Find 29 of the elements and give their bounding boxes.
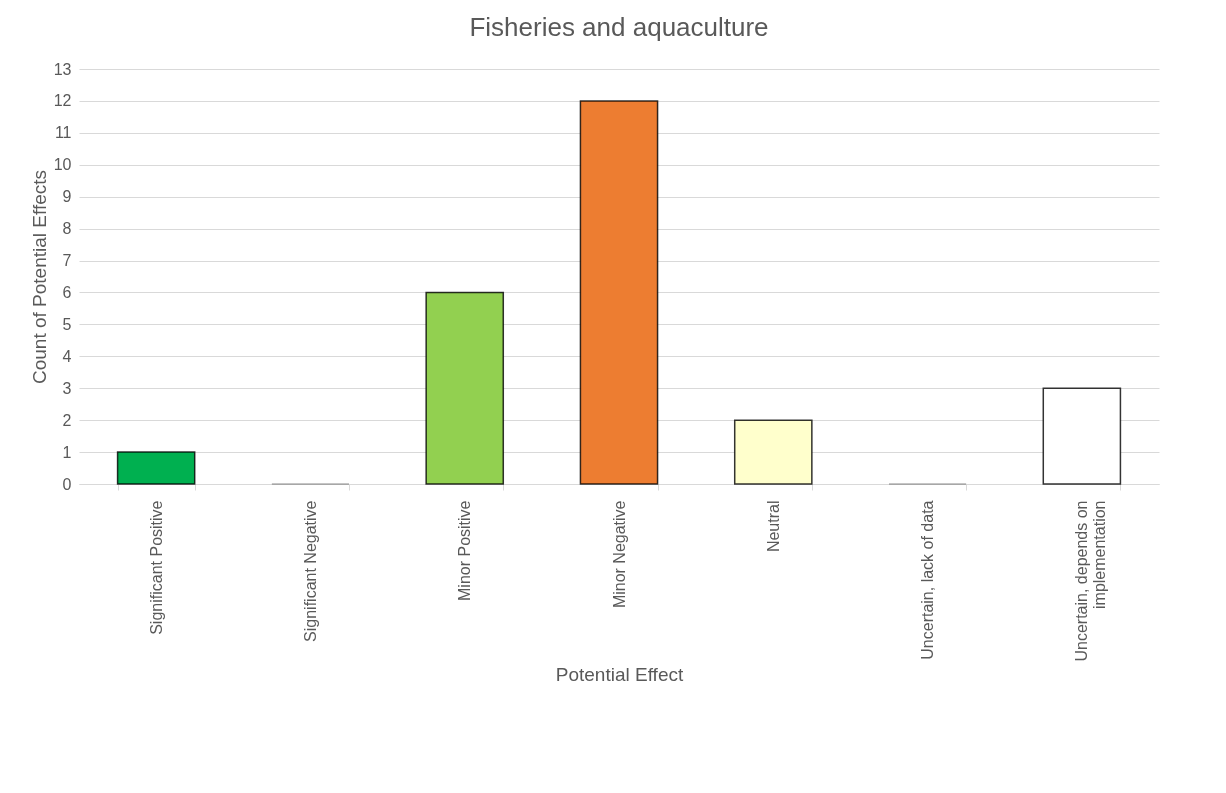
x-axis-title: Potential Effect — [555, 663, 684, 685]
y-tick-label: 4 — [62, 347, 72, 365]
y-tick-label: 12 — [53, 92, 72, 110]
bar — [1042, 387, 1122, 485]
bar — [425, 291, 505, 485]
bar — [116, 451, 196, 485]
y-tick-label: 7 — [62, 252, 72, 270]
bar — [733, 419, 813, 485]
y-tick-label: 11 — [54, 124, 72, 142]
x-tick-label: Uncertain, lack of data — [919, 500, 937, 660]
x-tick-label: Significant Positive — [147, 500, 165, 635]
y-axis-title: Count of Potential Effects — [28, 169, 50, 385]
y-tick-label: 0 — [62, 475, 72, 493]
x-tick-label: Minor Negative — [610, 500, 628, 609]
y-tick-label: 6 — [62, 283, 72, 301]
chart-title: Fisheries and aquaculture — [469, 12, 769, 42]
y-tick-label: 3 — [62, 379, 72, 397]
x-tick-label: Significant Negative — [301, 500, 319, 642]
y-tick-label: 8 — [62, 220, 72, 238]
x-tick-label: Minor Positive — [456, 500, 474, 601]
y-tick-label: 10 — [53, 156, 72, 174]
y-tick-label: 5 — [62, 315, 72, 333]
bar — [579, 100, 659, 485]
y-tick-label: 1 — [62, 443, 72, 461]
x-tick-label: Neutral — [764, 500, 782, 553]
x-tick-label: Uncertain, depends on implementation — [1073, 500, 1109, 662]
y-tick-label: 9 — [62, 188, 72, 206]
y-tick-label: 2 — [62, 411, 72, 429]
y-tick-label: 13 — [53, 60, 72, 78]
